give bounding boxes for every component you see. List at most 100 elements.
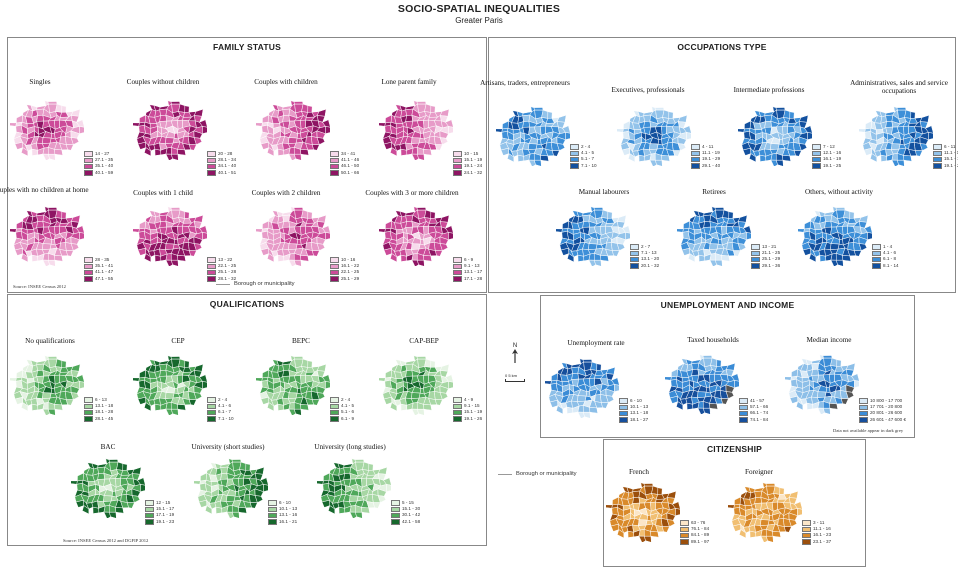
district-area: [434, 250, 443, 257]
district-area: [170, 153, 179, 160]
district-area: [10, 228, 17, 233]
district-area: [804, 125, 812, 134]
legend-label: 22.1 - 25: [341, 269, 360, 275]
district-area: [754, 490, 763, 498]
legend-swatch: [453, 257, 462, 263]
legend-label: 13.1 - 18: [630, 410, 649, 416]
district-area: [77, 472, 84, 482]
map-svg: [256, 206, 330, 266]
district-area: [885, 121, 893, 128]
district-area: [288, 243, 298, 250]
legend-entry: 19.1 - 26: [453, 416, 482, 422]
district-area: [760, 519, 770, 526]
district-area: [254, 466, 265, 475]
legend-label: 15.1 - 30: [402, 506, 421, 512]
district-area: [830, 243, 840, 250]
legend-label: 30.1 - 42: [402, 512, 421, 518]
source-note: Source: INSEE Census 2012 and DGFIP 2012: [63, 538, 149, 543]
district-area: [288, 137, 298, 144]
map-legend: 14 - 27 27.1 - 35 35.1 - 40 40.1 - 59: [84, 151, 113, 176]
district-area: [293, 259, 302, 266]
legend-swatch: [812, 156, 821, 163]
legend-label: 15.1 - 17: [156, 506, 175, 512]
legend-label: 4.1 - 5: [341, 403, 355, 409]
district-area: [445, 225, 453, 234]
district-area: [840, 398, 849, 405]
district-area: [361, 507, 371, 514]
choropleth-map: [256, 355, 330, 415]
borough-legend: Borough or municipality: [498, 471, 577, 477]
legend-entry: 25.1 - 29: [751, 256, 780, 263]
district-area: [338, 506, 346, 514]
legend-swatch: [207, 163, 216, 170]
district-area: [282, 221, 290, 228]
district-area: [507, 153, 515, 163]
district-area: [267, 147, 275, 157]
legend-swatch: [453, 415, 462, 422]
district-area: [390, 253, 398, 263]
district-area: [256, 228, 263, 233]
district-area: [249, 502, 258, 509]
district-area: [632, 490, 641, 498]
legend-entry: 28.1 - 34: [207, 157, 236, 164]
district-area: [783, 526, 792, 533]
district-area: [282, 363, 291, 371]
district-area: [400, 254, 408, 262]
choropleth-map: [545, 358, 619, 418]
map-svg: [617, 106, 691, 166]
district-area: [267, 402, 275, 412]
legend-label: 23.1 - 37: [813, 538, 832, 544]
district-area: [896, 107, 907, 111]
legend-entry: 6.1 - 9: [330, 416, 354, 422]
legend-entry: 41.1 - 47: [84, 269, 113, 276]
map-legend: 28 - 35 35.1 - 41 41.1 - 47 47.1 - 55: [84, 257, 113, 282]
district-area: [385, 114, 392, 124]
legend-label: 4 - 9: [464, 397, 474, 402]
district-area: [720, 398, 729, 405]
map-title: Foreigner: [745, 468, 773, 476]
legend-swatch: [691, 144, 700, 150]
district-area: [677, 114, 688, 123]
district-area: [325, 126, 330, 135]
district-area: [316, 392, 326, 400]
legend-label: 25.1 - 28: [218, 269, 237, 275]
legend-entry: 2 - 7: [630, 244, 659, 250]
map-legend: 2 - 4 4.1 - 6 6.1 - 7 7.1 - 10: [207, 397, 234, 422]
data-availability-note: Data not available appear in dark grey: [833, 428, 904, 433]
district-area: [386, 484, 391, 493]
legend-entry: 20.1 - 32: [630, 263, 659, 269]
map-title: BAC: [100, 443, 116, 451]
map-legend: 63 - 76 76.1 - 84 84.1 - 89 89.1 - 97: [680, 520, 709, 545]
map-legend: 4 - 11 11.1 - 19 19.1 - 29 29.1 - 40: [691, 144, 720, 169]
legend-label: 9.1 - 15: [464, 403, 480, 409]
legend-label: 17.1 - 28: [464, 275, 483, 281]
choropleth-map: [728, 482, 802, 542]
district-area: [139, 220, 146, 230]
legend-entry: 28.1 - 32: [207, 276, 236, 282]
district-area: [797, 508, 802, 517]
district-area: [666, 519, 676, 527]
district-area: [734, 380, 739, 389]
legend-entry: 3 - 11: [802, 520, 831, 526]
legend-entry: 16.1 - 22: [330, 263, 359, 270]
legend-swatch: [453, 157, 462, 164]
district-area: [811, 369, 819, 376]
legend-swatch: [330, 275, 339, 282]
district-area: [385, 220, 392, 230]
district-area: [42, 243, 52, 250]
district-area: [589, 407, 599, 414]
legend-label: 19.1 - 25: [823, 162, 842, 168]
district-area: [199, 225, 207, 234]
district-area: [737, 243, 747, 251]
map-svg: [379, 100, 453, 160]
legend-swatch: [330, 169, 339, 176]
legend-swatch: [207, 169, 216, 176]
borough-legend-label: Borough or municipality: [234, 281, 295, 287]
district-area: [31, 148, 39, 156]
district-area: [691, 369, 699, 376]
unemployment-income-panel: UNEMPLOYMENT AND INCOME Unemployment rat…: [540, 295, 915, 438]
legend-label: 34.1 - 40: [218, 163, 237, 169]
legend-entry: 18.1 - 27: [619, 417, 648, 423]
district-area: [76, 119, 84, 128]
map-title: CEP: [171, 337, 185, 345]
